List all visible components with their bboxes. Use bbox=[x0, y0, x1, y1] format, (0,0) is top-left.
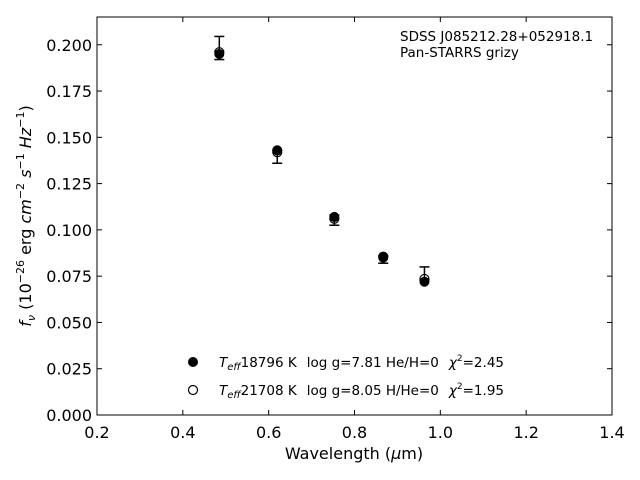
annotation-object-name: SDSS J085212.28+052918.1 bbox=[400, 29, 593, 45]
legend-1-params: log g=7.81 He/H=0 bbox=[307, 355, 439, 371]
x-tick-label: 1.0 bbox=[428, 423, 453, 442]
legend-marker-filled bbox=[188, 357, 198, 367]
model-point-filled bbox=[419, 276, 430, 287]
legend-marker-open bbox=[187, 384, 199, 396]
y-tick-label: 0.050 bbox=[46, 313, 92, 332]
axis-ticks: 0.2 0.4 0.6 0.8 1.0 1.2 1.4 0.000 0.025 0.050 0.07… bbox=[46, 17, 625, 442]
x-tick-label: 0.8 bbox=[342, 423, 367, 442]
model-point-open bbox=[272, 147, 283, 158]
y-tick-label: 0.125 bbox=[46, 175, 92, 194]
y-tick-label: 0.075 bbox=[46, 267, 92, 286]
annotation-photometry: Pan-STARRS grizy bbox=[400, 45, 519, 61]
y-tick-label: 0.100 bbox=[46, 221, 92, 240]
y-tick-label: 0.200 bbox=[46, 36, 92, 55]
y-tick-label: 0.150 bbox=[46, 128, 92, 147]
x-tick-label: 1.4 bbox=[599, 423, 624, 442]
y-tick-label: 0.025 bbox=[46, 360, 92, 379]
model-point-open bbox=[214, 47, 225, 58]
y-axis-label: fν (10−26 erg cm−2 s−1 Hz−1) bbox=[14, 105, 38, 326]
model-point-open bbox=[329, 213, 340, 224]
legend-1-teff: 18796 K bbox=[241, 355, 298, 371]
y-tick-label: 0.175 bbox=[46, 82, 92, 101]
legend-1-chi2: =2.45 bbox=[463, 355, 504, 371]
x-tick-label: 1.2 bbox=[513, 423, 538, 442]
y-tick-label: 0.000 bbox=[46, 406, 92, 425]
legend-2-teff: 21708 K bbox=[241, 383, 298, 399]
legend-2-chi2: =1.95 bbox=[463, 383, 504, 399]
x-tick-label: 0.6 bbox=[256, 423, 281, 442]
model-point-open bbox=[419, 273, 430, 285]
model-point-open bbox=[378, 251, 389, 262]
plot-area bbox=[96, 16, 613, 416]
data-points bbox=[214, 47, 430, 287]
x-axis-label: Wavelength (μm) bbox=[285, 444, 423, 463]
x-tick-label: 0.2 bbox=[84, 423, 109, 442]
x-tick-label: 0.4 bbox=[170, 423, 195, 442]
legend-2-params: log g=8.05 H/He=0 bbox=[307, 383, 439, 399]
